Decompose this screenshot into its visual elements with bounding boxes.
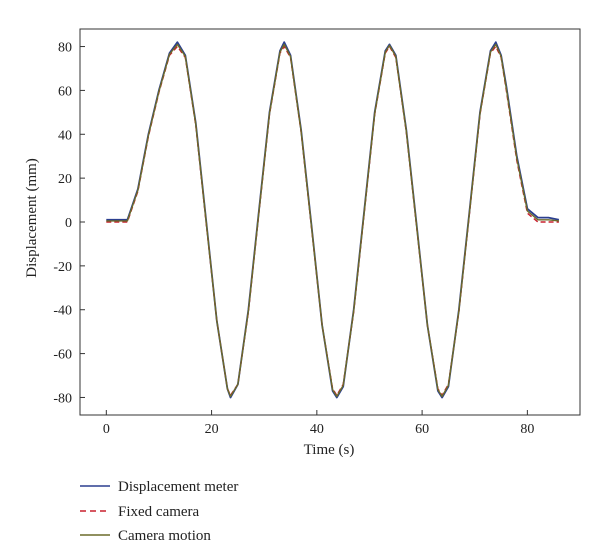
y-tick-label: 60 xyxy=(58,84,72,99)
y-tick-label: -20 xyxy=(53,260,72,275)
y-tick-label: -80 xyxy=(53,391,72,406)
x-axis-label: Time (s) xyxy=(304,442,355,458)
y-tick-label: 40 xyxy=(58,128,72,143)
y-axis-label: Displacement (mm) xyxy=(24,158,40,278)
x-tick-label: 40 xyxy=(310,422,324,437)
series-layer xyxy=(106,41,560,399)
y-tick-label: -40 xyxy=(53,304,72,319)
plot-frame xyxy=(79,28,581,416)
legend-label-displacement-meter: Displacement meter xyxy=(118,479,238,495)
y-tick-label: 0 xyxy=(65,216,72,231)
series-line-fixed-camera xyxy=(106,45,559,396)
y-tick-label: -60 xyxy=(53,348,72,363)
x-tick-label: 0 xyxy=(103,422,110,437)
x-axis-ticks: 0 20 40 60 80 xyxy=(103,410,534,437)
series-line-displacement-meter xyxy=(106,41,560,399)
x-tick-label: 80 xyxy=(520,422,534,437)
x-tick-label: 20 xyxy=(205,422,219,437)
legend: Displacement meter Fixed camera Camera m… xyxy=(80,479,238,544)
series-line-camera-motion xyxy=(106,43,559,398)
x-tick-label: 60 xyxy=(415,422,429,437)
legend-label-camera-motion: Camera motion xyxy=(118,528,211,544)
legend-label-fixed-camera: Fixed camera xyxy=(118,504,200,520)
y-tick-label: 80 xyxy=(58,41,72,56)
y-axis-ticks: -80 -60 -40 -20 0 20 40 60 80 xyxy=(53,41,85,406)
y-tick-label: 20 xyxy=(58,172,72,187)
plot-area-border xyxy=(79,28,581,416)
